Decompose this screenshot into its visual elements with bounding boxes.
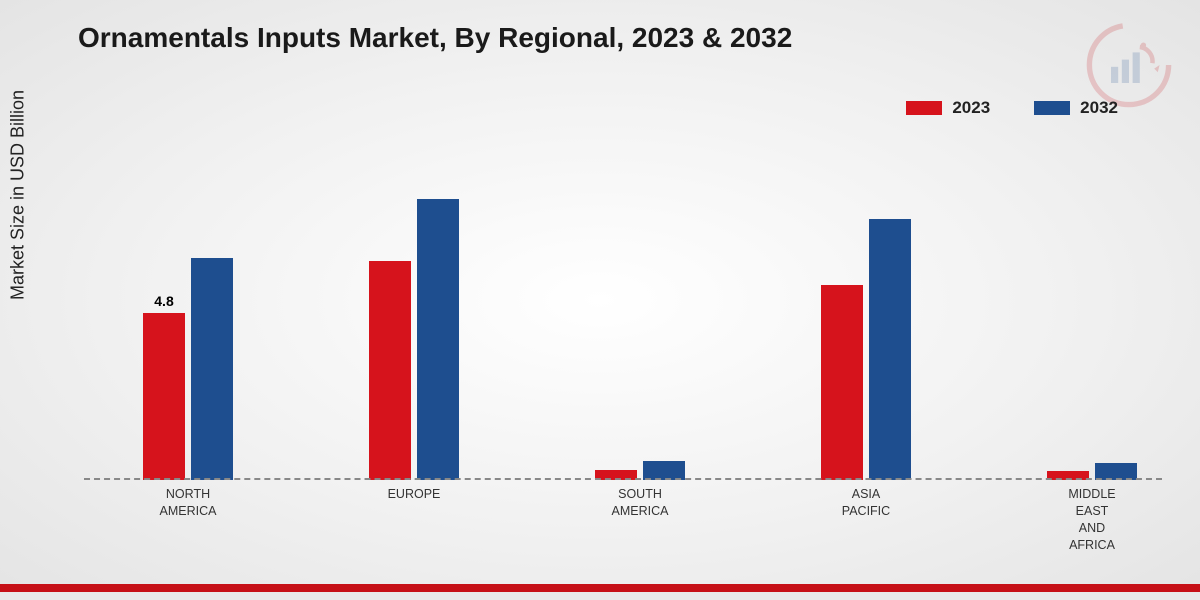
x-axis-baseline <box>84 478 1162 480</box>
legend-label-2023: 2023 <box>952 98 990 118</box>
x-axis-label: ASIAPACIFIC <box>806 486 926 520</box>
bar-2023 <box>821 285 863 480</box>
x-axis-labels: NORTHAMERICA EUROPE SOUTHAMERICA ASIAPACIFI… <box>84 486 1162 566</box>
chart-container: Ornamentals Inputs Market, By Regional, … <box>0 0 1200 600</box>
bar-group <box>354 199 474 480</box>
x-axis-label: EUROPE <box>354 486 474 503</box>
bar-2023: 4.8 <box>143 313 185 480</box>
legend-item-2032: 2032 <box>1034 98 1118 118</box>
x-axis-label: NORTHAMERICA <box>128 486 248 520</box>
bar-2023 <box>369 261 411 480</box>
y-axis-label: Market Size in USD Billion <box>8 90 29 300</box>
x-axis-label: SOUTHAMERICA <box>580 486 700 520</box>
watermark-logo <box>1084 20 1174 110</box>
legend-item-2023: 2023 <box>906 98 990 118</box>
legend: 2023 2032 <box>906 98 1118 118</box>
bar-2032 <box>191 258 233 480</box>
chart-title: Ornamentals Inputs Market, By Regional, … <box>78 22 792 54</box>
footer-accent-bar <box>0 584 1200 592</box>
bar-value-label: 4.8 <box>154 293 173 309</box>
legend-swatch-2023 <box>906 101 942 115</box>
legend-label-2032: 2032 <box>1080 98 1118 118</box>
legend-swatch-2032 <box>1034 101 1070 115</box>
bar-2032 <box>869 219 911 480</box>
footer-base-bar <box>0 592 1200 600</box>
bar-group: 4.8 <box>128 258 248 480</box>
plot-area: 4.8 <box>84 150 1162 480</box>
bar-2032 <box>417 199 459 480</box>
bar-group <box>806 219 926 480</box>
x-axis-label: MIDDLEEASTANDAFRICA <box>1032 486 1152 554</box>
